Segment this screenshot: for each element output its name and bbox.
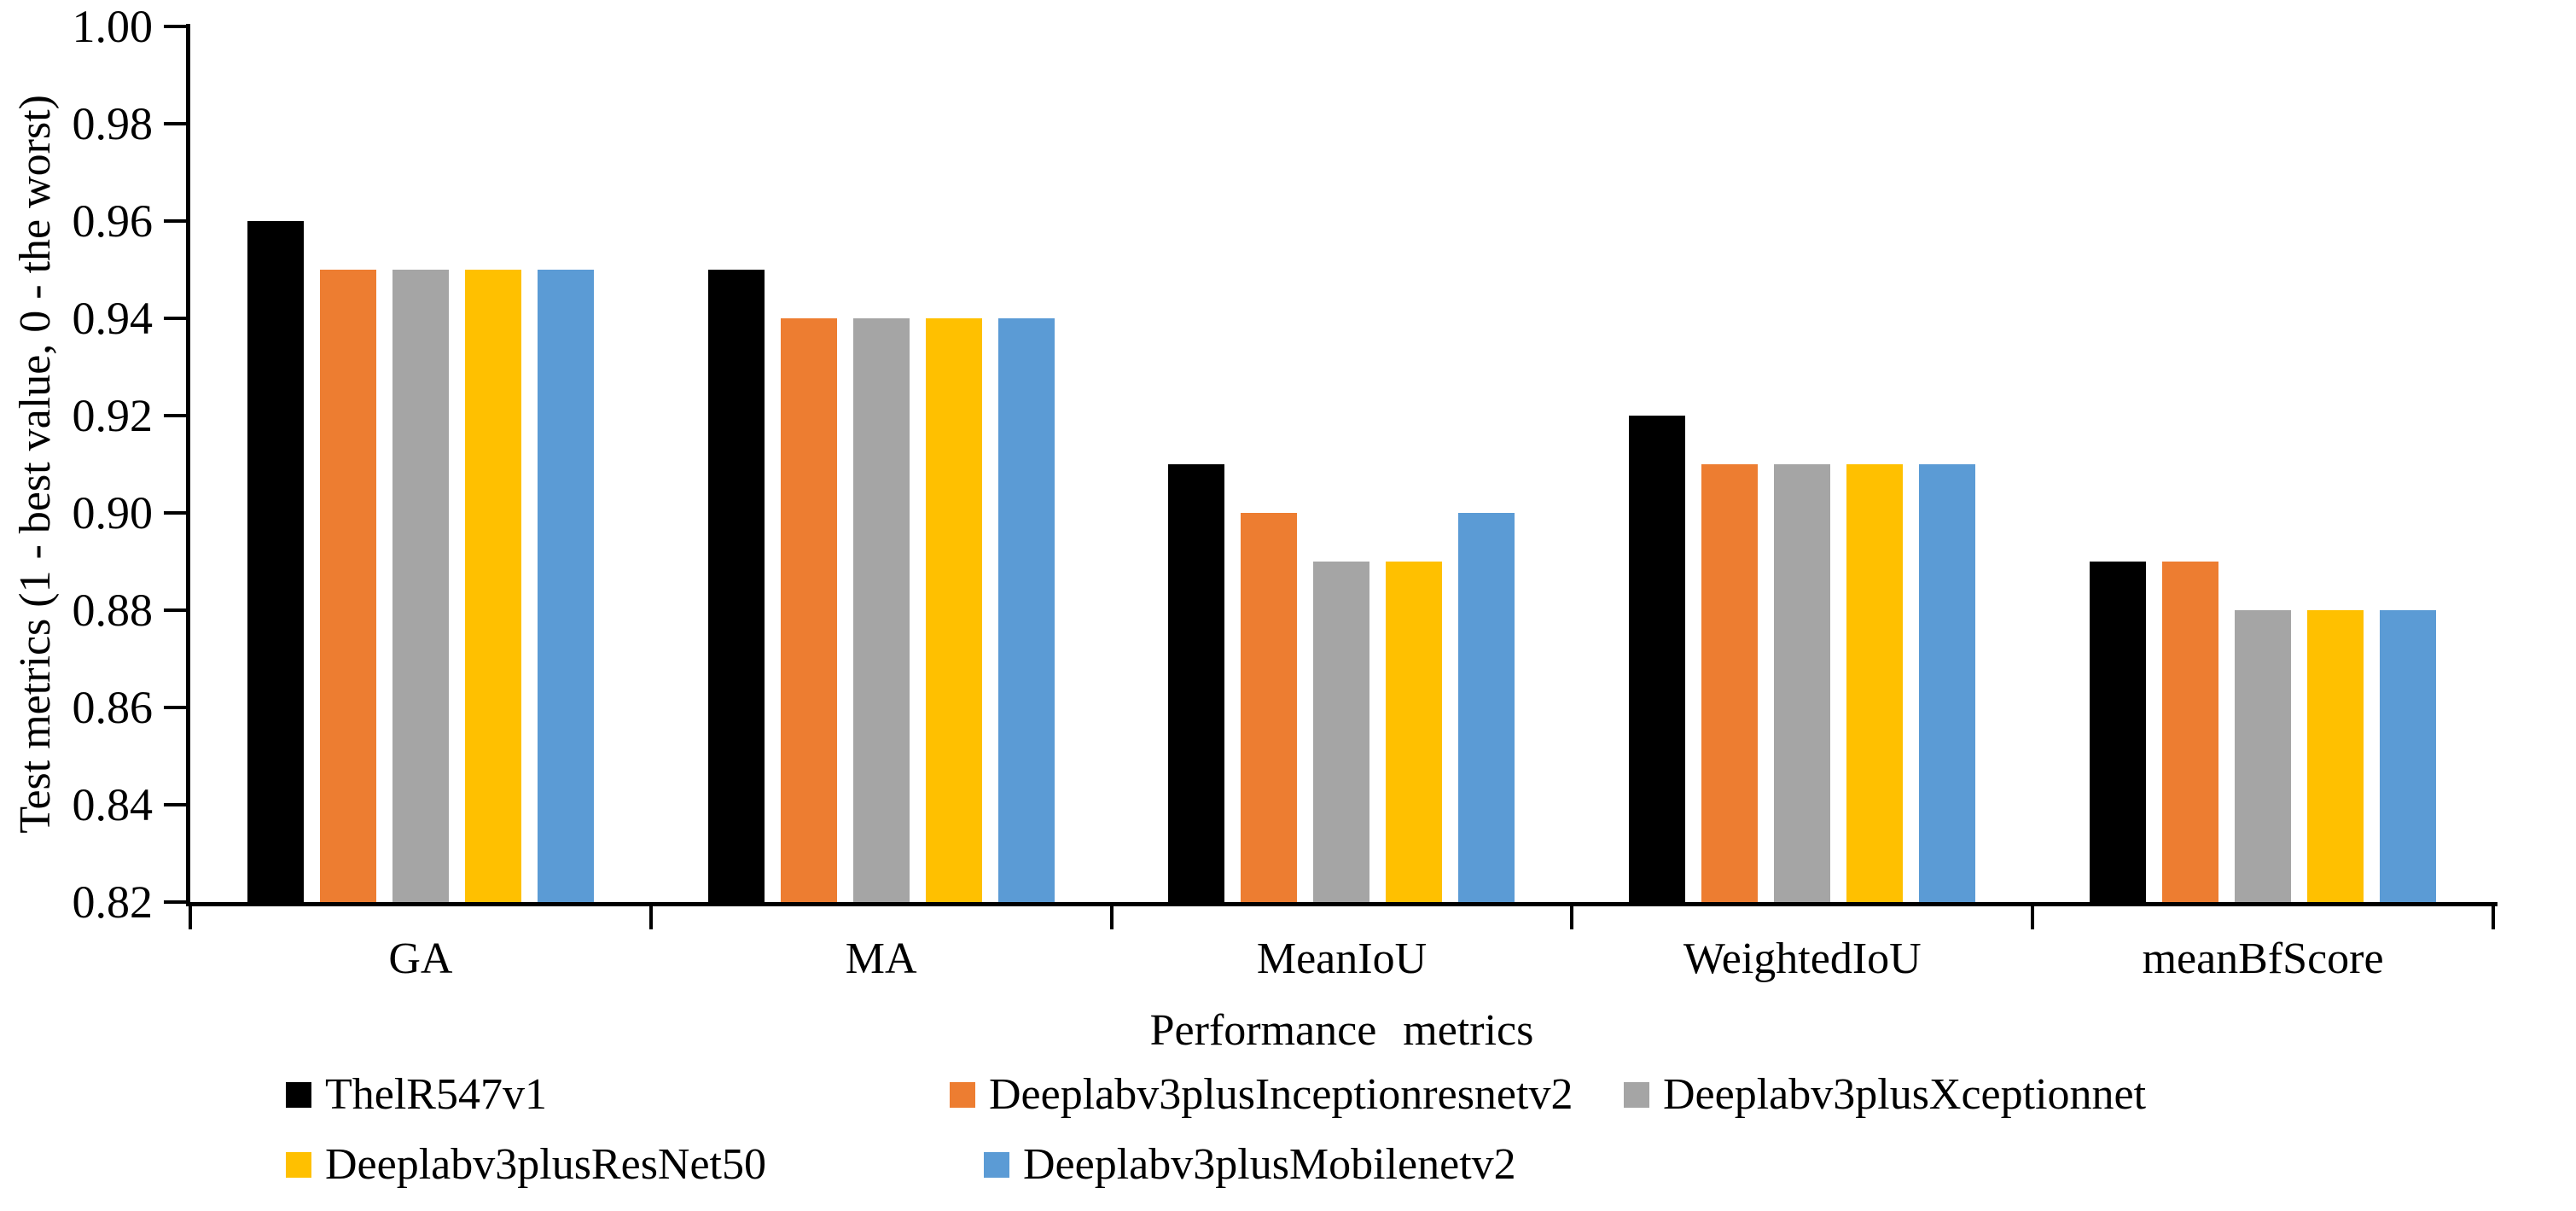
legend-item-Deeplabv3plusXceptionnet: Deeplabv3plusXceptionnet (1624, 1067, 2538, 1123)
x-tick (2492, 902, 2495, 929)
x-tick (1109, 902, 1114, 929)
legend-swatch (286, 1152, 311, 1178)
bar-Deeplabv3plusXceptionnet-MeanIoU (1313, 562, 1370, 902)
x-tick (2031, 902, 2035, 929)
bar-Deeplabv3plusXceptionnet-MA (852, 318, 910, 902)
x-tick (1570, 902, 1574, 929)
bar-Deeplabv3plusMobilenetv2-MA (997, 318, 1055, 902)
x-tick (189, 902, 192, 929)
bar-ThelR547v1-meanBfScore (2090, 562, 2147, 902)
bar-ThelR547v1-GA (247, 221, 304, 902)
y-tick-label: 0.84 (72, 779, 154, 831)
bar-Deeplabv3plusResNet50-GA (464, 270, 521, 902)
category-labels: GA MA MeanIoU WeightedIoU meanBfScore (190, 934, 2493, 984)
y-tick (164, 317, 186, 321)
bar-Deeplabv3plusResNet50-WeightedIoU (1846, 464, 1904, 902)
y-tick (164, 219, 186, 223)
bar-Deeplabv3plusXceptionnet-GA (392, 270, 449, 902)
y-tick-label: 0.92 (72, 390, 154, 441)
bar-group-GA (190, 26, 651, 902)
y-tick (164, 900, 186, 904)
bar-groups (190, 26, 2493, 902)
y-tick (164, 511, 186, 515)
y-tick (164, 25, 186, 28)
bar-Deeplabv3plusInceptionresnetv2-WeightedIoU (1701, 464, 1759, 902)
legend-swatch (950, 1082, 975, 1108)
bar-Deeplabv3plusMobilenetv2-GA (537, 270, 594, 902)
legend-swatch (286, 1082, 311, 1108)
bar-Deeplabv3plusXceptionnet-WeightedIoU (1774, 464, 1831, 902)
plot-area: 0.82 0.84 0.86 0.88 0.90 0.92 0.94 0.96 0.98 1.00 (73, 1, 2495, 929)
bar-group-MA (651, 26, 1112, 902)
legend-label: Deeplabv3plusXceptionnet (1663, 1070, 2147, 1119)
bar-Deeplabv3plusMobilenetv2-meanBfScore (2380, 610, 2437, 902)
bar-ThelR547v1-MA (707, 270, 765, 902)
y-tick-label: 0.96 (72, 195, 154, 247)
legend-swatch (984, 1152, 1009, 1178)
y-tick-label: 0.94 (72, 293, 154, 345)
y-tick (164, 122, 186, 126)
legend-label: ThelR547v1 (325, 1070, 547, 1119)
legend-item-Deeplabv3plusMobilenetv2: Deeplabv3plusMobilenetv2 (984, 1137, 1624, 1193)
bar-Deeplabv3plusResNet50-MeanIoU (1386, 562, 1443, 902)
y-axis-title-box: Test metrics (1 - best value, 0 - the wo… (5, 26, 65, 902)
bar-group-meanBfScore (2032, 26, 2493, 902)
y-tick-label: 0.98 (72, 98, 154, 150)
category-label-meanBfScore: meanBfScore (2142, 934, 2384, 983)
bar-Deeplabv3plusInceptionresnetv2-meanBfScore (2162, 562, 2219, 902)
bar-Deeplabv3plusResNet50-MA (925, 318, 982, 902)
x-axis-line (186, 902, 2497, 906)
category-label-MeanIoU: MeanIoU (1256, 934, 1428, 983)
y-tick-label: 1.00 (72, 1, 154, 52)
bar-Deeplabv3plusInceptionresnetv2-MA (780, 318, 837, 902)
bar-Deeplabv3plusMobilenetv2-WeightedIoU (1919, 464, 1976, 902)
category-label-WeightedIoU: WeightedIoU (1683, 934, 1922, 983)
legend: ThelR547v1 Deeplabv3plusInceptionresnetv2… (286, 1067, 2538, 1193)
legend-label: Deeplabv3plusInceptionresnetv2 (989, 1070, 1573, 1119)
legend-item-Deeplabv3plusInceptionresnetv2: Deeplabv3plusInceptionresnetv2 (950, 1067, 1624, 1123)
legend-label: Deeplabv3plusResNet50 (325, 1140, 767, 1189)
legend-swatch (1624, 1082, 1649, 1108)
legend-label: Deeplabv3plusMobilenetv2 (1023, 1140, 1516, 1189)
y-axis-title: Test metrics (1 - best value, 0 - the wo… (10, 95, 60, 834)
y-tick-label: 0.82 (72, 876, 154, 928)
x-axis-title: Performance metrics (1149, 1006, 1534, 1055)
y-tick (164, 608, 186, 613)
category-label-MA: MA (845, 934, 917, 983)
bar-Deeplabv3plusMobilenetv2-MeanIoU (1458, 513, 1515, 902)
y-tick (164, 414, 186, 417)
bar-Deeplabv3plusInceptionresnetv2-GA (319, 270, 376, 902)
bar-ThelR547v1-WeightedIoU (1629, 416, 1686, 902)
y-tick-label: 0.90 (72, 487, 154, 539)
y-tick (164, 803, 186, 807)
bar-group-WeightedIoU (1572, 26, 2032, 902)
category-label-GA: GA (388, 934, 453, 983)
y-tick-label: 0.88 (72, 585, 154, 637)
bar-Deeplabv3plusXceptionnet-meanBfScore (2235, 610, 2292, 902)
bar-Deeplabv3plusResNet50-meanBfScore (2307, 610, 2364, 902)
bar-ThelR547v1-MeanIoU (1168, 464, 1225, 902)
legend-item-Deeplabv3plusResNet50: Deeplabv3plusResNet50 (286, 1137, 950, 1193)
y-tick-label: 0.86 (72, 682, 154, 734)
y-axis-line (186, 24, 190, 906)
y-tick (164, 706, 186, 710)
bar-group-MeanIoU (1112, 26, 1573, 902)
legend-item-ThelR547v1: ThelR547v1 (286, 1067, 950, 1123)
bar-Deeplabv3plusInceptionresnetv2-MeanIoU (1241, 513, 1298, 902)
x-tick (648, 902, 653, 929)
